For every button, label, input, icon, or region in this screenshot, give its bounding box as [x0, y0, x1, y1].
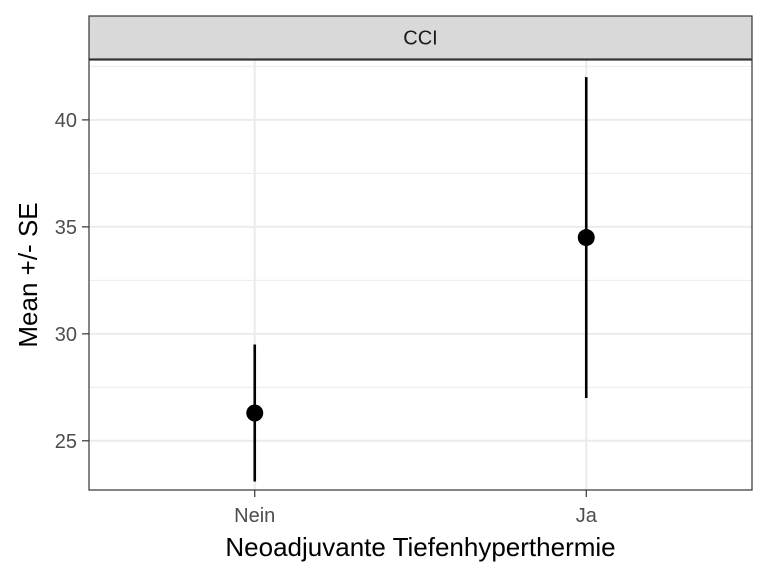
gridlines: [89, 60, 752, 490]
y-tick-label: 40: [55, 110, 77, 132]
x-tick-label: Nein: [234, 505, 275, 527]
panel-frame: [88, 59, 753, 491]
facet-strip-background: [88, 15, 753, 60]
x-tick-label: Ja: [576, 505, 598, 527]
facet-strip: CCI: [88, 15, 753, 60]
mean-point: [246, 404, 264, 422]
y-tick-label: 30: [55, 324, 77, 346]
x-axis-title: Neoadjuvante Tiefenhyperthermie: [225, 532, 615, 562]
panel-background: [89, 60, 752, 490]
y-tick-label: 35: [55, 217, 77, 239]
data-marks: [246, 77, 595, 482]
mean-point: [577, 229, 595, 247]
y-axis-title: Mean +/- SE: [13, 202, 43, 347]
y-axis: 25 30 35 40: [55, 110, 89, 453]
y-tick-label: 25: [55, 431, 77, 453]
panel-background-rect: [89, 60, 752, 490]
x-axis: Nein Ja: [234, 490, 598, 527]
facet-strip-label: CCI: [403, 28, 437, 50]
panel-border: [88, 59, 753, 491]
